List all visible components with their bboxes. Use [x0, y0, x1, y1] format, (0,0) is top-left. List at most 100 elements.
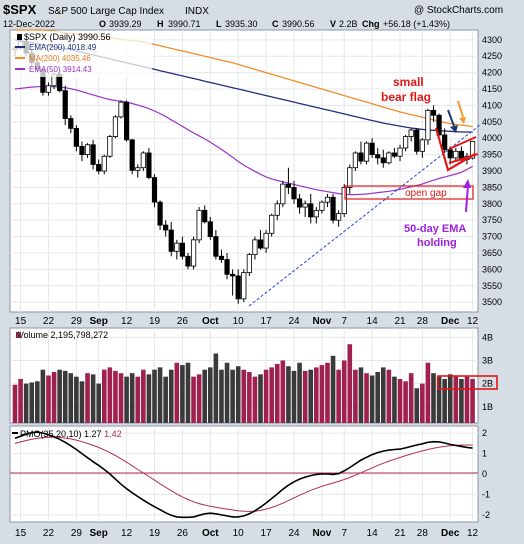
- volume-value-header: 2.2B: [339, 19, 358, 29]
- candle-body: [419, 139, 425, 152]
- volume-bar: [163, 376, 168, 423]
- candle-body: [347, 167, 353, 188]
- price-tick-label: 4250: [482, 51, 502, 61]
- volume-bar: [286, 366, 291, 423]
- volume-bars: [12, 344, 475, 423]
- candle-body: [163, 224, 169, 231]
- price-tick-label: 4300: [482, 35, 502, 45]
- candle-body: [118, 101, 124, 118]
- volume-bar: [453, 375, 459, 423]
- bear-flag-lower: [448, 153, 479, 164]
- candle-body: [101, 155, 107, 172]
- candle-body: [168, 229, 174, 252]
- volume-bar: [314, 367, 319, 423]
- volume-bar: [180, 365, 185, 423]
- x-tick-label-bottom: 14: [367, 528, 379, 539]
- price-tick-label: 3550: [482, 281, 502, 291]
- volume-bar: [408, 373, 414, 423]
- x-tick-label: 10: [233, 316, 245, 327]
- pmo-signal-line: [14, 436, 473, 512]
- candle-body: [285, 183, 292, 188]
- volume-bar: [230, 369, 235, 423]
- price-tick-label: 4000: [482, 133, 502, 143]
- volume-bar: [274, 363, 280, 423]
- candle-body: [129, 139, 135, 171]
- volume-bar: [247, 372, 252, 423]
- price-tick-label: 3650: [482, 248, 502, 258]
- candle-body: [185, 255, 191, 267]
- volume-bar: [157, 367, 163, 423]
- volume-bar: [90, 374, 96, 423]
- candle-body: [291, 186, 297, 200]
- volume-bar: [96, 383, 101, 423]
- candle-body: [296, 198, 303, 208]
- candle-body: [84, 144, 91, 156]
- volume-bar: [35, 381, 40, 423]
- candle-body: [107, 136, 113, 157]
- candle-body: [274, 203, 280, 216]
- x-tick-label: 7: [341, 316, 347, 327]
- price-tick-label: 4050: [482, 117, 502, 127]
- candle-body: [352, 152, 358, 169]
- candle-body: [257, 239, 264, 249]
- candle-body: [202, 209, 208, 223]
- candle-body: [308, 203, 314, 218]
- x-tick-label: 24: [288, 316, 300, 327]
- candle-body: [218, 255, 225, 260]
- candle-body: [230, 273, 236, 277]
- volume-bar: [113, 370, 118, 423]
- symbol-label: $SPX: [3, 2, 37, 17]
- volume-bar: [280, 360, 286, 423]
- x-tick-label-bottom: Dec: [441, 528, 460, 539]
- x-tick-label: 17: [261, 316, 273, 327]
- volume-tick-label: 2B: [482, 379, 493, 389]
- candle-body: [62, 90, 68, 119]
- price-tick-label: 3750: [482, 215, 502, 225]
- date-label: 12-Dec-2022: [3, 19, 55, 29]
- candle-body: [336, 213, 342, 221]
- volume-bar: [101, 369, 107, 423]
- volume-bar: [375, 372, 380, 423]
- volume-bar: [185, 362, 191, 423]
- candle-body: [363, 142, 370, 162]
- navy-arrow: [447, 109, 458, 133]
- candle-body: [157, 201, 163, 226]
- volume-bar: [263, 369, 269, 423]
- candle-body: [375, 154, 381, 159]
- price-tick-label: 4150: [482, 84, 502, 94]
- price-tick-label: 3500: [482, 297, 502, 307]
- ema-holding-label-line1: 50-day EMA: [404, 223, 466, 235]
- volume-bar: [191, 376, 196, 423]
- candle-body: [73, 127, 79, 147]
- candle-body: [397, 147, 403, 157]
- open-gap-box: [344, 185, 474, 200]
- x-tick-label-bottom: 29: [71, 528, 83, 539]
- pmo-line: [14, 431, 473, 519]
- low-label: L: [216, 19, 222, 29]
- low-value: 3935.30: [225, 19, 258, 29]
- legend-ema50: EMA(50) 3914.43: [29, 65, 92, 74]
- volume-bar: [141, 369, 146, 423]
- legend-background: [12, 31, 152, 77]
- bear-flag-upper: [448, 136, 477, 150]
- x-tick-label-bottom: 12: [467, 528, 479, 539]
- volume-bar: [118, 373, 124, 423]
- pmo-tick-label: -2: [482, 510, 490, 520]
- ohlc-row: 12-Dec-2022 O 3939.29 H 3990.71 L 3935.3…: [3, 19, 450, 29]
- volume-bar: [358, 367, 364, 423]
- volume-bar: [241, 369, 247, 423]
- candle-body: [280, 183, 286, 205]
- volume-bar: [380, 367, 386, 423]
- price-tick-label: 3700: [482, 232, 502, 242]
- price-tick-label: 4200: [482, 68, 502, 78]
- volume-bar: [252, 376, 258, 423]
- candle-body: [319, 201, 325, 211]
- legend-swatch-price: [17, 34, 22, 40]
- x-tick-label-bottom: 7: [341, 528, 347, 539]
- pmo-legend: PMO(35,20,10) 1.27 1.42: [20, 429, 122, 439]
- price-tick-label: 3900: [482, 166, 502, 176]
- x-tick-label-bottom: 21: [394, 528, 406, 539]
- volume-bar: [291, 370, 297, 423]
- candle-body: [140, 152, 146, 169]
